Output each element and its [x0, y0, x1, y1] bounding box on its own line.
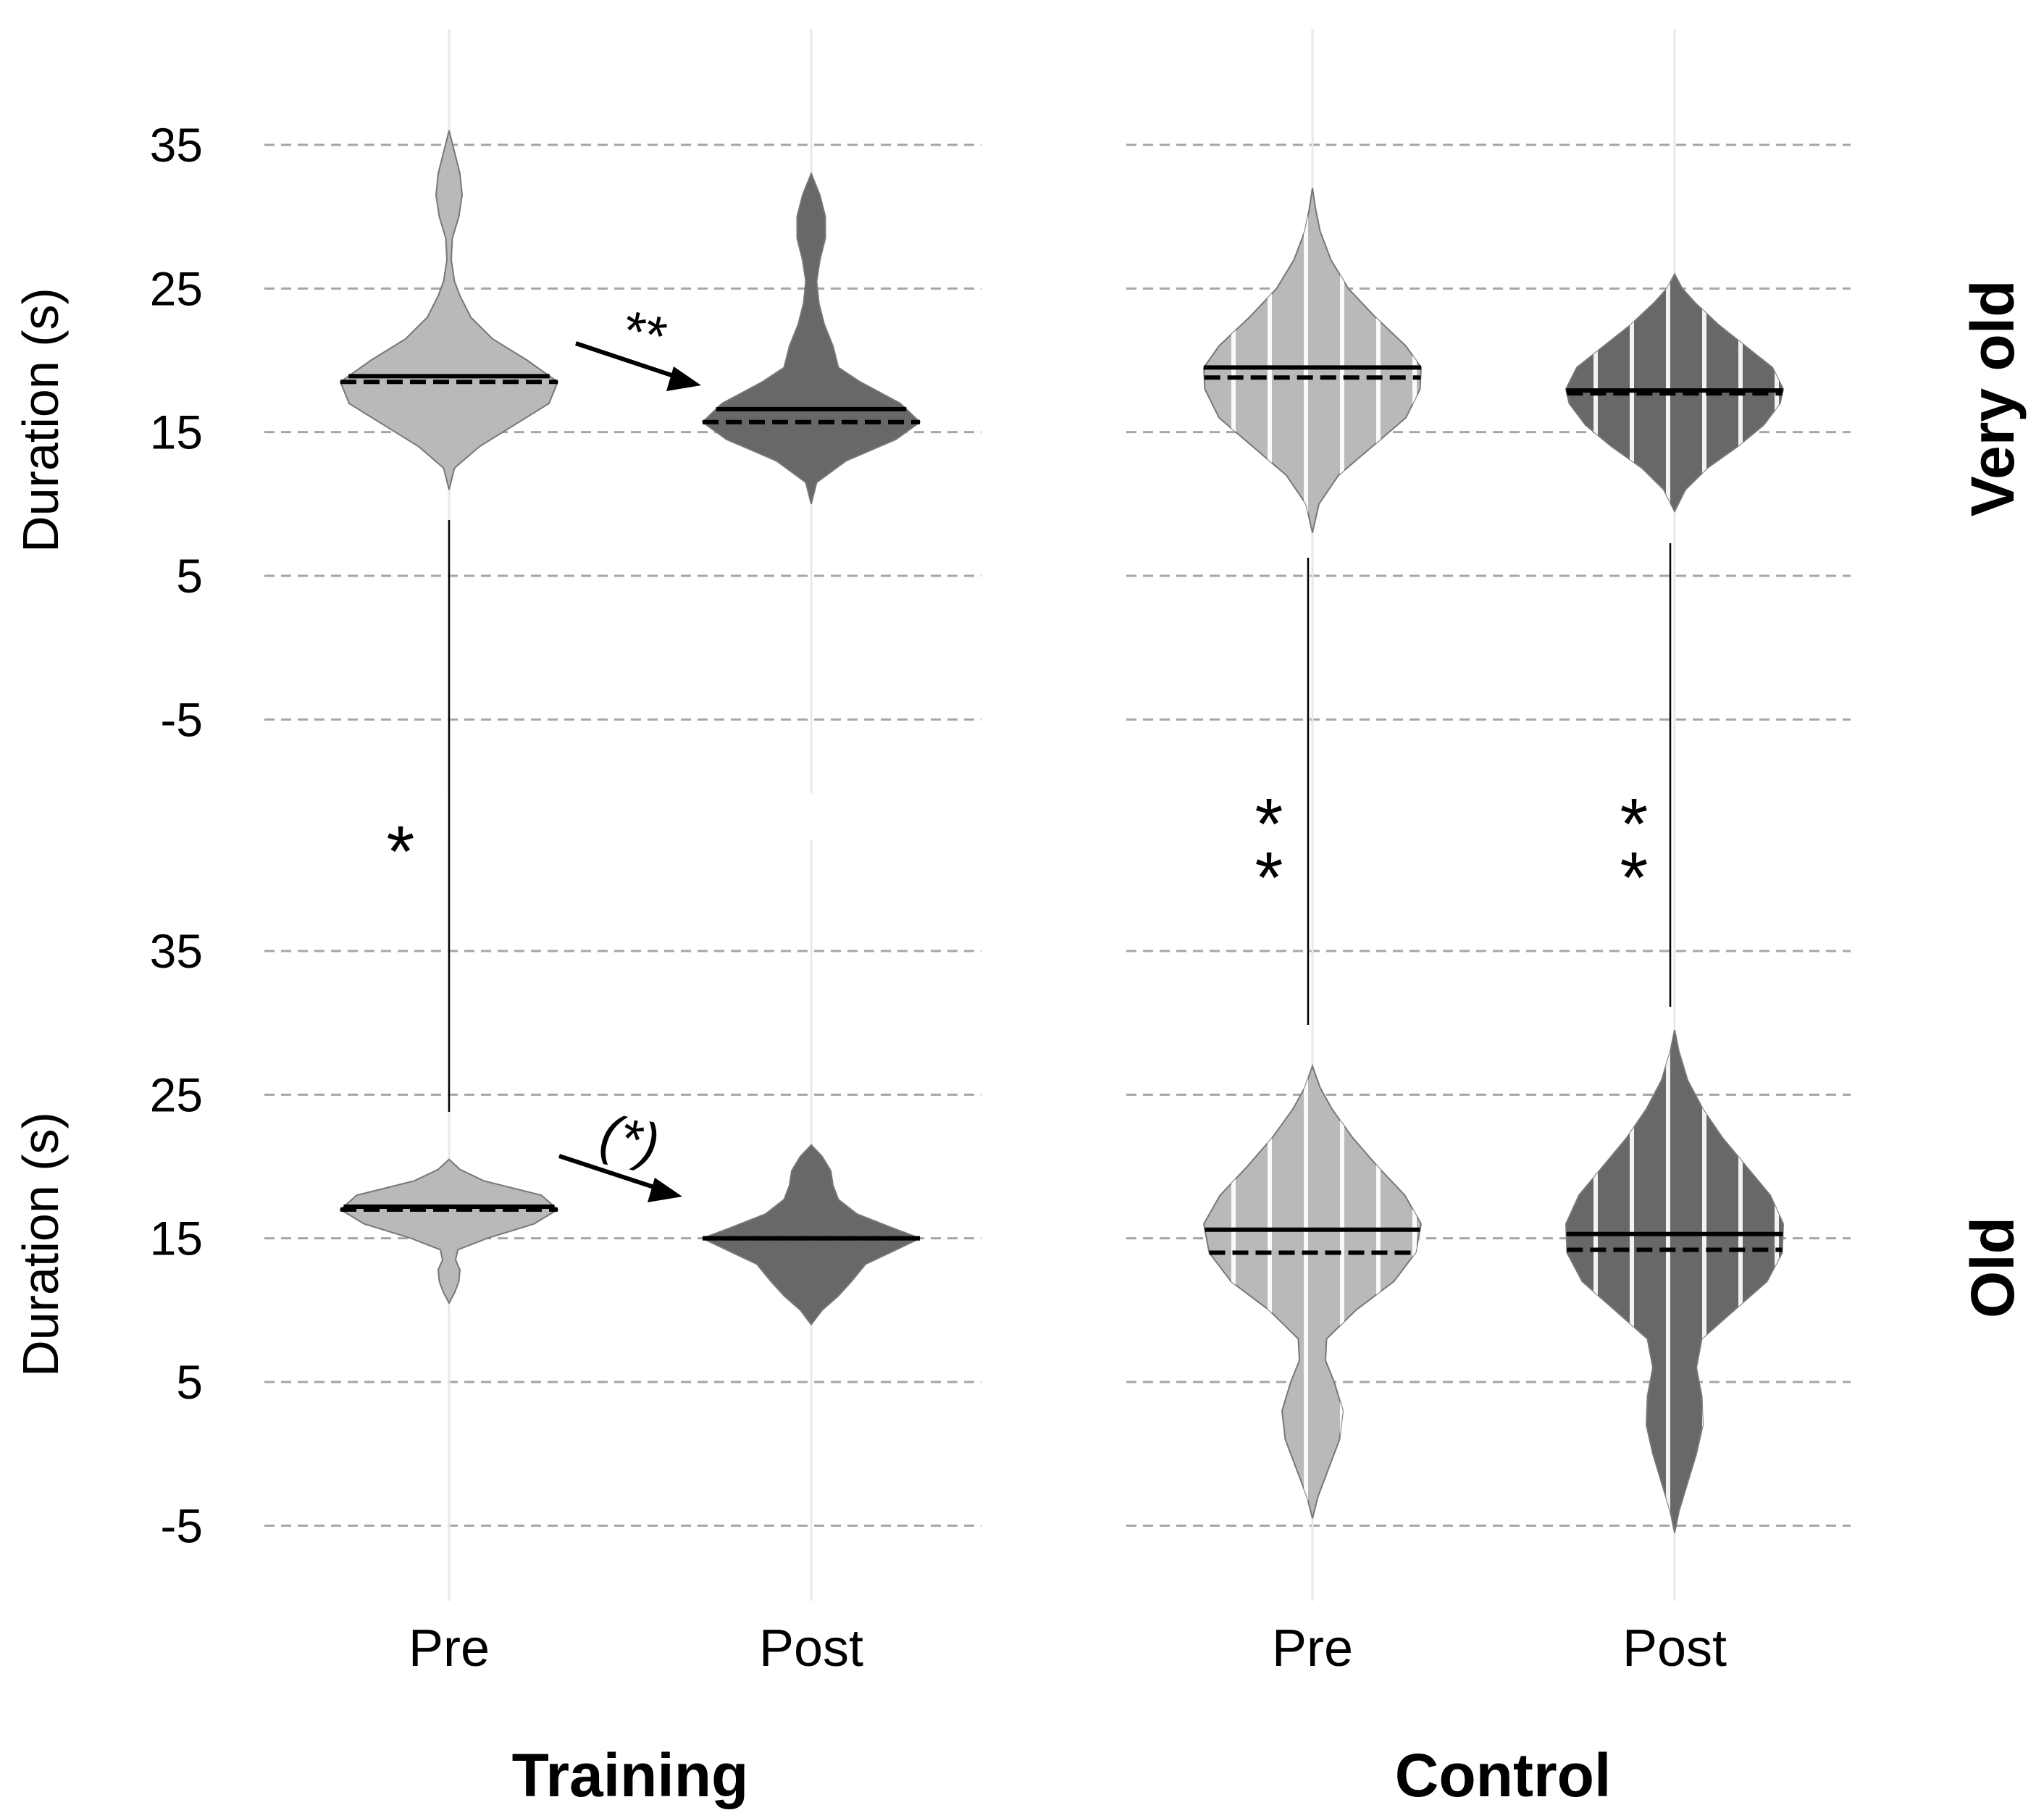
significance-label-control-post-2: * [1620, 837, 1649, 918]
y-axis-title-old: Duration (s) [12, 1112, 69, 1377]
y-tick-label: 5 [176, 1355, 203, 1409]
arrow-training-old [558, 1154, 682, 1202]
y-tick-label: -5 [160, 692, 203, 746]
significance-label-control-pre-1: * [1255, 784, 1283, 865]
violins [339, 130, 1785, 1533]
significance-label-training-pre: * [387, 811, 415, 892]
significance-label-control-pre-2: * [1255, 837, 1283, 918]
row-title-very-old: Very old [1959, 280, 2027, 517]
x-axis-lines [448, 29, 1676, 1601]
row-title-old: Old [1959, 1217, 2027, 1318]
violin-very-old-control-pre-hatch [1204, 188, 1421, 533]
group-title-training: Training [512, 1741, 749, 1809]
y-tick-label: 15 [150, 406, 203, 459]
y-tick-label: -5 [160, 1499, 203, 1552]
x-tick-label-training-pre: Pre [409, 1620, 490, 1677]
violin-old-training-pre [339, 1158, 559, 1305]
y-tick-label: 35 [150, 118, 203, 172]
violin-old-control-post-hatch [1566, 1030, 1783, 1533]
y-axis-title-very-old: Duration (s) [12, 288, 69, 553]
significance-label-control-post-1: * [1620, 784, 1649, 865]
violin-very-old-training-pre [339, 130, 559, 490]
y-axis-ticks-very-old: 35 25 15 5 -5 [150, 118, 203, 746]
violin-old-control-pre-hatch [1204, 1065, 1421, 1519]
significance-connectors [448, 520, 1672, 1112]
y-axis-ticks-old: 35 25 15 5 -5 [150, 924, 203, 1552]
x-tick-label-control-post: Post [1622, 1620, 1727, 1677]
y-tick-label: 35 [150, 924, 203, 978]
arrow-training-very-old [575, 341, 701, 391]
y-tick-label: 25 [150, 261, 203, 315]
y-tick-label: 15 [150, 1212, 203, 1265]
x-tick-label-control-pre: Pre [1272, 1620, 1353, 1677]
significance-label-training-old: (*) [595, 1103, 664, 1176]
y-tick-label: 5 [176, 549, 203, 603]
x-tick-label-training-post: Post [759, 1620, 863, 1677]
y-tick-label: 25 [150, 1068, 203, 1121]
violin-very-old-training-post [701, 172, 921, 505]
significance-label-training-very-old: ** [617, 299, 672, 368]
violin-old-training-post [700, 1144, 922, 1326]
group-title-control: Control [1395, 1741, 1612, 1809]
